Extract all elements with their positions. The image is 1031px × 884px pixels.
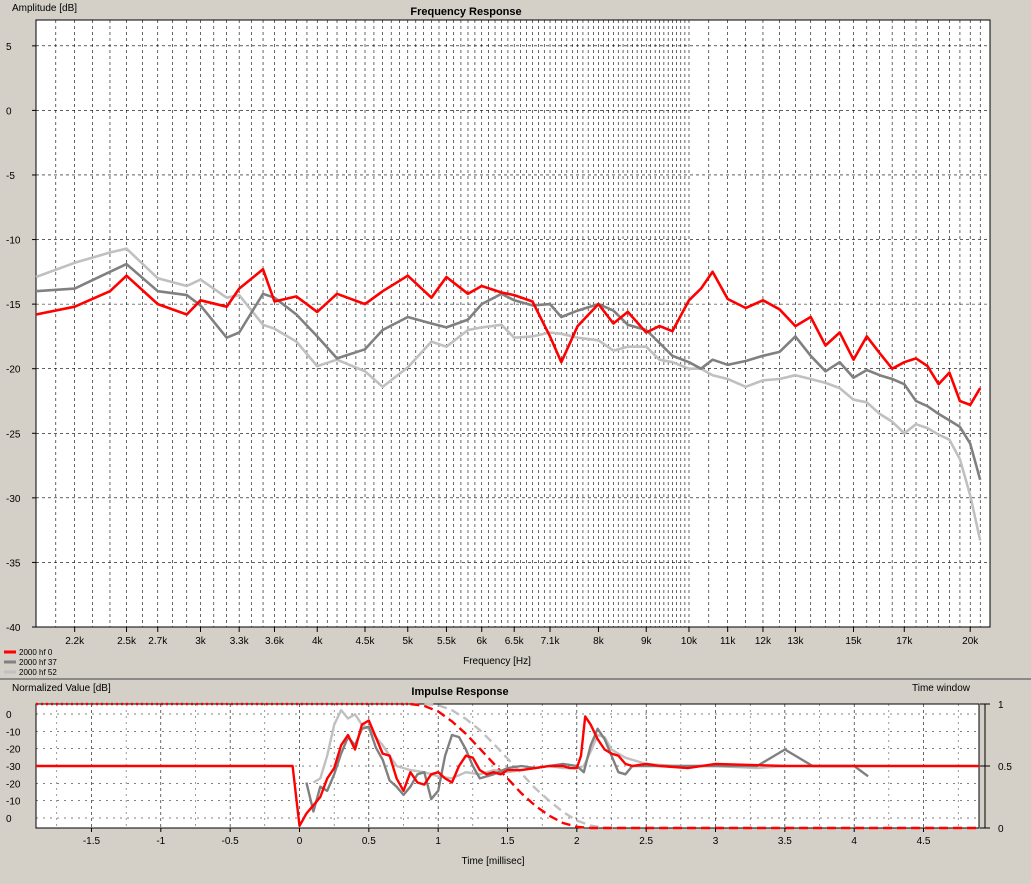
freq-x-tick-label: 10k — [681, 636, 698, 647]
freq-x-tick-label: 15k — [845, 636, 862, 647]
freq-x-tick-label: 12k — [755, 636, 772, 647]
freq-y-ticks: 5 0 -5 -10 -15 -20 -25 -30 -35 -40 — [6, 42, 36, 634]
impulse-x-tick-label: -0.5 — [222, 836, 240, 847]
impulse-x-tick-label: 0 — [297, 836, 303, 847]
impulse-y-axis-label: Normalized Value [dB] — [12, 683, 111, 694]
impulse-x-tick-label: -1.5 — [83, 836, 101, 847]
impulse-x-tick-label: 2.5 — [639, 836, 653, 847]
impulse-series-group — [36, 702, 979, 830]
freq-x-tick-label: 3.3k — [230, 636, 250, 647]
freq-plot-area — [35, 19, 991, 628]
freq-x-tick-label: 11k — [720, 636, 736, 647]
freq-y-tick-label: -30 — [6, 494, 21, 505]
impulse-x-tick-label: -1 — [156, 836, 165, 847]
freq-x-tick-label: 4k — [312, 636, 324, 647]
freq-y-tick-label: -35 — [6, 558, 21, 569]
impulse-x-tick-label: 4 — [851, 836, 857, 847]
freq-x-tick-label: 3.6k — [265, 636, 285, 647]
impulse-x-tick-label: 1.5 — [501, 836, 515, 847]
impulse-x-tick-label: 4.5 — [917, 836, 931, 847]
time-window-label: Time window — [912, 683, 971, 694]
time-window-tick-label: 0.5 — [998, 762, 1012, 773]
freq-series-group — [35, 247, 982, 541]
freq-x-tick-label: 4.5k — [356, 636, 376, 647]
time-window-tick-label: 0 — [998, 824, 1004, 835]
time-window-tick-label: 1 — [998, 700, 1004, 711]
impulse-x-tick-label: 0.5 — [362, 836, 376, 847]
freq-x-tick-label: 2.5k — [117, 636, 137, 647]
freq-x-tick-label: 2.7k — [148, 636, 168, 647]
impulse-x-tick-label: 3.5 — [778, 836, 792, 847]
impulse-x-tick-label: 1 — [435, 836, 441, 847]
freq-series-line — [35, 267, 982, 407]
time-window-ticks: 10.50 — [980, 700, 1012, 835]
freq-y-tick-label: -25 — [6, 429, 21, 440]
impulse-y-tick-label: -10 — [6, 797, 21, 808]
legend-label-3: 2000 hf 52 — [19, 668, 57, 677]
freq-y-tick-label: -20 — [6, 365, 21, 376]
impulse-series-line — [36, 715, 979, 828]
freq-x-tick-label: 7.1k — [541, 636, 561, 647]
impulse-x-tick-label: 3 — [713, 836, 719, 847]
freq-y-tick-label: 5 — [6, 42, 12, 53]
freq-x-tick-label: 20k — [962, 636, 979, 647]
freq-x-tick-label: 5k — [402, 636, 414, 647]
impulse-y-tick-label: -10 — [6, 727, 21, 738]
freq-y-tick-label: -10 — [6, 236, 21, 247]
legend-label-2: 2000 hf 37 — [19, 658, 57, 667]
freq-x-tick-label: 5.5k — [437, 636, 457, 647]
freq-x-axis-label: Frequency [Hz] — [463, 656, 531, 667]
impulse-y-tick-label: -20 — [6, 779, 21, 790]
freq-y-tick-label: -5 — [6, 171, 15, 182]
freq-grid — [36, 20, 990, 627]
freq-y-axis-label: Amplitude [dB] — [12, 3, 77, 14]
freq-x-ticks: 2.2k 2.5k 2.7k 3k 3.3k 3.6k 4k 4.5k 5k 5.5k 6k 6.5k… — [65, 627, 979, 647]
impulse-y-tick-label: -30 — [6, 762, 21, 773]
time-window-curve — [424, 702, 619, 830]
freq-series-line — [35, 262, 982, 481]
impulse-y-tick-label: -20 — [6, 745, 21, 756]
freq-x-tick-label: 17k — [896, 636, 913, 647]
freq-x-tick-label: 6k — [476, 636, 488, 647]
time-window-curve — [410, 702, 979, 830]
freq-x-tick-label: 8k — [593, 636, 605, 647]
legend-label-1: 2000 hf 0 — [19, 648, 53, 657]
panel-divider — [0, 678, 1031, 680]
impulse-title: Impulse Response — [411, 686, 508, 698]
freq-title: Frequency Response — [410, 6, 521, 18]
freq-x-tick-label: 13k — [787, 636, 804, 647]
impulse-series-line — [305, 725, 869, 813]
freq-y-tick-label: -40 — [6, 623, 21, 634]
impulse-x-ticks: -1.5 -1 -0.5 0 0.5 1 1.5 2 2.5 3 3.5 4 4.5 — [83, 828, 931, 847]
freq-x-tick-label: 2.2k — [65, 636, 85, 647]
legend: 2000 hf 0 2000 hf 37 2000 hf 52 — [4, 648, 57, 677]
freq-y-tick-label: 0 — [6, 106, 12, 117]
impulse-y-tick-label: 0 — [6, 710, 12, 721]
freq-y-tick-label: -15 — [6, 300, 21, 311]
impulse-x-axis-label: Time [millisec] — [462, 856, 525, 867]
freq-x-tick-label: 3k — [195, 636, 207, 647]
freq-series-line — [35, 247, 982, 541]
impulse-y-ticks: 0 -10 -20 -30 -20 -10 0 — [6, 710, 21, 825]
impulse-x-tick-label: 2 — [574, 836, 580, 847]
freq-x-tick-label: 9k — [641, 636, 653, 647]
freq-x-tick-label: 6.5k — [505, 636, 525, 647]
impulse-y-tick-label: 0 — [6, 814, 12, 825]
impulse-series-line — [312, 709, 785, 784]
